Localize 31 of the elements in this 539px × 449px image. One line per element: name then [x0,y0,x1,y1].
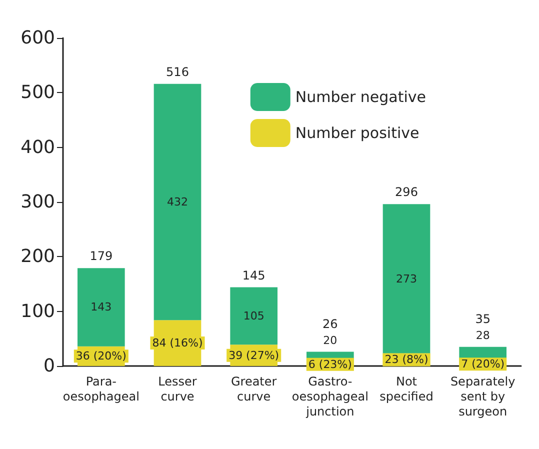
data-label: 28 [476,328,490,342]
total-label: 35 [475,312,490,326]
y-tick-label: 500 [20,82,55,104]
data-label: 432 [167,196,188,208]
legend-label: Number positive [295,124,420,142]
legend-label: Number negative [295,88,426,106]
total-label: 296 [395,185,418,200]
x-tick-label: Para- oesophageal [62,374,140,404]
y-tick-label: 200 [20,246,55,268]
data-label: 7 (20%) [461,358,505,371]
x-tick-label: Lesser curve [158,374,197,404]
y-tick-label: 600 [20,28,55,48]
y-tick-label: 100 [20,300,55,322]
data-label: 6 (23%) [308,358,352,371]
data-label: 273 [396,272,417,286]
data-label: 84 (16%) [152,336,203,350]
total-label: 516 [166,64,189,79]
data-label: 105 [243,309,264,322]
data-label: 20 [323,334,338,347]
x-tick-label: Separately sent by surgeon [450,374,516,418]
data-label: 143 [90,300,112,314]
data-label: 23 (8%) [384,353,428,366]
x-tick-label: Not specified [380,374,434,404]
total-label: 145 [242,268,266,282]
y-tick-label: 400 [20,136,55,158]
y-tick-label: 300 [20,192,55,212]
x-tick-label: Gastro- oesophageal junction [292,374,368,418]
total-label: 179 [90,249,113,264]
total-label: 26 [322,316,338,331]
x-tick-label: Greater curve [230,374,277,404]
y-tick-label: 0 [44,356,55,376]
